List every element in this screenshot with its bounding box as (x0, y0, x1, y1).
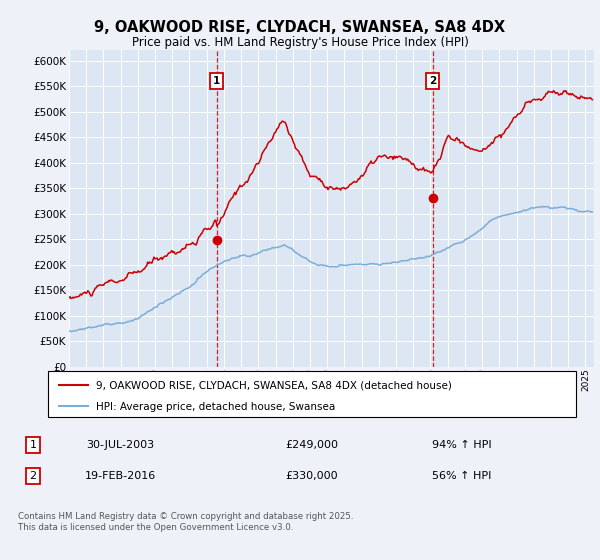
Text: 94% ↑ HPI: 94% ↑ HPI (432, 440, 492, 450)
Text: 1: 1 (29, 440, 37, 450)
Text: Contains HM Land Registry data © Crown copyright and database right 2025.
This d: Contains HM Land Registry data © Crown c… (18, 512, 353, 532)
Text: 1: 1 (213, 76, 220, 86)
Text: £330,000: £330,000 (286, 471, 338, 481)
Text: 56% ↑ HPI: 56% ↑ HPI (433, 471, 491, 481)
Text: Price paid vs. HM Land Registry's House Price Index (HPI): Price paid vs. HM Land Registry's House … (131, 36, 469, 49)
Text: 2: 2 (29, 471, 37, 481)
Text: £249,000: £249,000 (286, 440, 338, 450)
Text: 2: 2 (429, 76, 436, 86)
Text: 9, OAKWOOD RISE, CLYDACH, SWANSEA, SA8 4DX: 9, OAKWOOD RISE, CLYDACH, SWANSEA, SA8 4… (94, 20, 506, 35)
Text: 9, OAKWOOD RISE, CLYDACH, SWANSEA, SA8 4DX (detached house): 9, OAKWOOD RISE, CLYDACH, SWANSEA, SA8 4… (95, 381, 451, 391)
Text: 19-FEB-2016: 19-FEB-2016 (85, 471, 155, 481)
Text: 30-JUL-2003: 30-JUL-2003 (86, 440, 154, 450)
FancyBboxPatch shape (48, 371, 576, 417)
Text: HPI: Average price, detached house, Swansea: HPI: Average price, detached house, Swan… (95, 402, 335, 412)
